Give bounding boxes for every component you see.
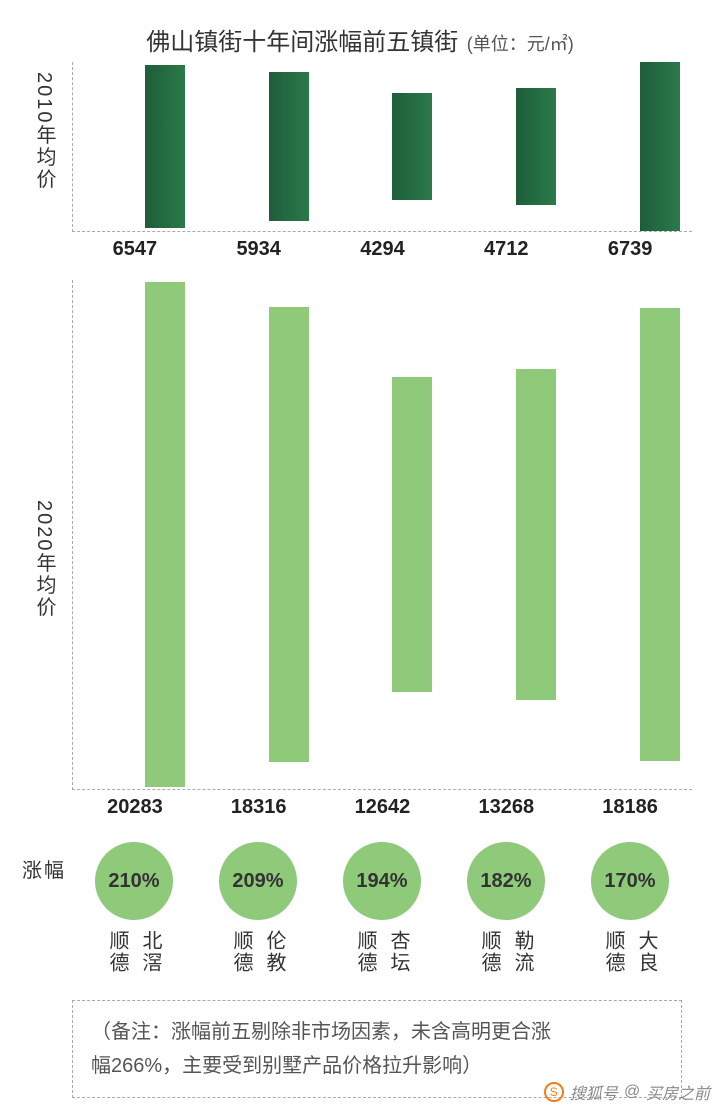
bar-value: 13268 <box>478 796 534 819</box>
watermark-sep: @ <box>624 1083 640 1101</box>
category-name-1: 顺德 <box>475 930 504 974</box>
watermark-brand: 搜狐号 <box>570 1080 618 1104</box>
bar-column: 18316 <box>209 280 309 789</box>
bar-column: 13268 <box>456 280 556 789</box>
bar-value: 20283 <box>107 796 163 819</box>
bar <box>516 369 556 699</box>
category-name-2: 伦教 <box>260 930 289 974</box>
ylabel-2020: 2020年均价 <box>30 500 59 619</box>
category-name-2: 杏坛 <box>384 930 413 974</box>
bar <box>145 282 185 787</box>
bar-value: 12642 <box>355 796 411 819</box>
bar-column: 18186 <box>580 280 680 789</box>
ylabel-growth: 涨幅 <box>22 854 66 883</box>
bar <box>516 88 556 206</box>
category-name-2: 大良 <box>632 930 661 974</box>
title-main: 佛山镇街十年间涨幅前五镇街 <box>146 29 458 56</box>
category-name-1: 顺德 <box>351 930 380 974</box>
bar <box>269 307 309 763</box>
bar-column: 6547 <box>85 62 185 231</box>
category-name-1: 顺德 <box>227 930 256 974</box>
footnote-line1: （备注：涨幅前五剔除非市场因素，未含高明更合涨 <box>91 1015 663 1049</box>
ylabel-2010: 2010年均价 <box>30 72 59 191</box>
watermark: S 搜狐号 @ 买房之前 <box>544 1080 710 1104</box>
category-names: 顺德北滘顺德伦教顺德杏坛顺德勒流顺德大良 <box>72 930 692 974</box>
category-name-col: 顺德杏坛 <box>351 930 413 974</box>
bar <box>269 72 309 220</box>
category-name-col: 顺德勒流 <box>475 930 537 974</box>
bar <box>640 308 680 760</box>
bar-value: 18316 <box>231 796 287 819</box>
bar <box>145 65 185 229</box>
growth-badge: 194% <box>343 842 421 920</box>
growth-badge: 170% <box>591 842 669 920</box>
category-name-col: 顺德大良 <box>599 930 661 974</box>
sohu-icon: S <box>544 1082 564 1102</box>
bar-column: 4294 <box>332 62 432 231</box>
chart-2010: 65475934429447126739 <box>72 62 692 232</box>
bar-value: 4712 <box>484 238 529 261</box>
bar-value: 4294 <box>360 238 405 261</box>
bar <box>392 93 432 200</box>
category-name-1: 顺德 <box>599 930 628 974</box>
bar-column: 12642 <box>332 280 432 789</box>
bar-column: 6739 <box>580 62 680 231</box>
bar-column: 4712 <box>456 62 556 231</box>
bar-column: 20283 <box>85 280 185 789</box>
chart-title: 佛山镇街十年间涨幅前五镇街 (单位：元/㎡) <box>0 22 720 57</box>
growth-badge: 210% <box>95 842 173 920</box>
category-name-2: 北滘 <box>136 930 165 974</box>
growth-badges: 210% 209% 194% 182% 170% <box>72 842 692 920</box>
title-unit: (单位：元/㎡) <box>467 34 574 54</box>
bar-value: 6739 <box>608 238 653 261</box>
bar-value: 5934 <box>236 238 281 261</box>
bar-value: 18186 <box>602 796 658 819</box>
category-name-2: 勒流 <box>508 930 537 974</box>
footnote-line2: 幅266%，主要受到别墅产品价格拉升影响） <box>91 1049 663 1083</box>
category-name-1: 顺德 <box>103 930 132 974</box>
growth-badge: 209% <box>219 842 297 920</box>
chart-2020: 2028318316126421326818186 <box>72 280 692 790</box>
watermark-author: 买房之前 <box>646 1080 710 1104</box>
category-name-col: 顺德伦教 <box>227 930 289 974</box>
growth-badge: 182% <box>467 842 545 920</box>
bar-value: 6547 <box>113 238 158 261</box>
category-name-col: 顺德北滘 <box>103 930 165 974</box>
bar <box>392 377 432 692</box>
bar <box>640 62 680 230</box>
bar-column: 5934 <box>209 62 309 231</box>
